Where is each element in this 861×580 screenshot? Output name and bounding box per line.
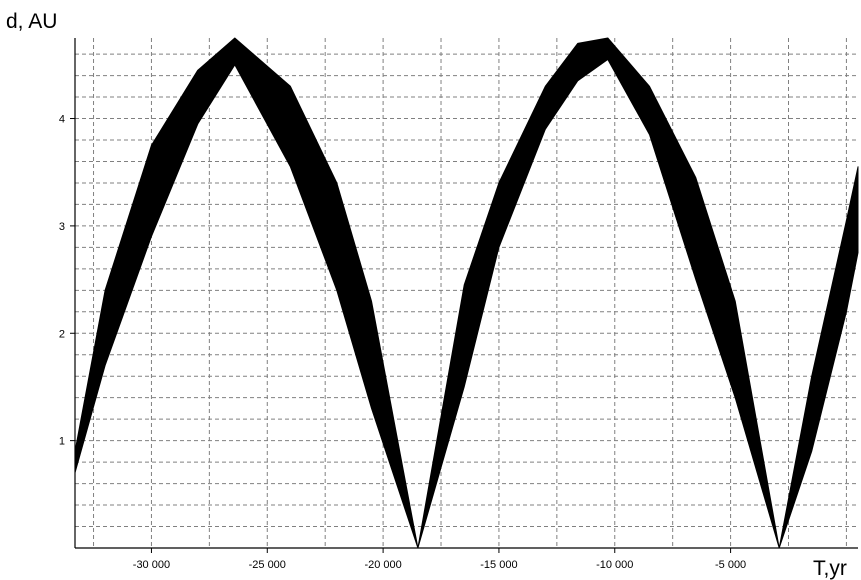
x-tick-label-2: -20 000	[364, 559, 401, 571]
y-tick-label-2: 3	[59, 221, 65, 233]
x-tick-label-5: -5 000	[715, 559, 746, 571]
y-tick-label-1: 2	[59, 328, 65, 340]
x-axis-title: T,yr	[813, 557, 847, 580]
y-tick-label-0: 1	[59, 436, 65, 448]
distance-band	[74, 37, 859, 549]
y-tick-label-3: 4	[59, 114, 65, 126]
x-tick-label-0: -30 000	[133, 559, 170, 571]
y-axis-title: d, AU	[6, 10, 57, 33]
axes	[74, 38, 858, 549]
x-tick-label-4: -10 000	[596, 559, 633, 571]
band-series-0	[74, 37, 859, 549]
x-tick-label-1: -25 000	[249, 559, 286, 571]
y-tick-labels: 1 2 3 4	[59, 114, 75, 448]
x-tick-label-3: -15 000	[480, 559, 517, 571]
x-tick-labels: -30 000 -25 000 -20 000 -15 000 -10 000 -5 00…	[133, 548, 746, 571]
